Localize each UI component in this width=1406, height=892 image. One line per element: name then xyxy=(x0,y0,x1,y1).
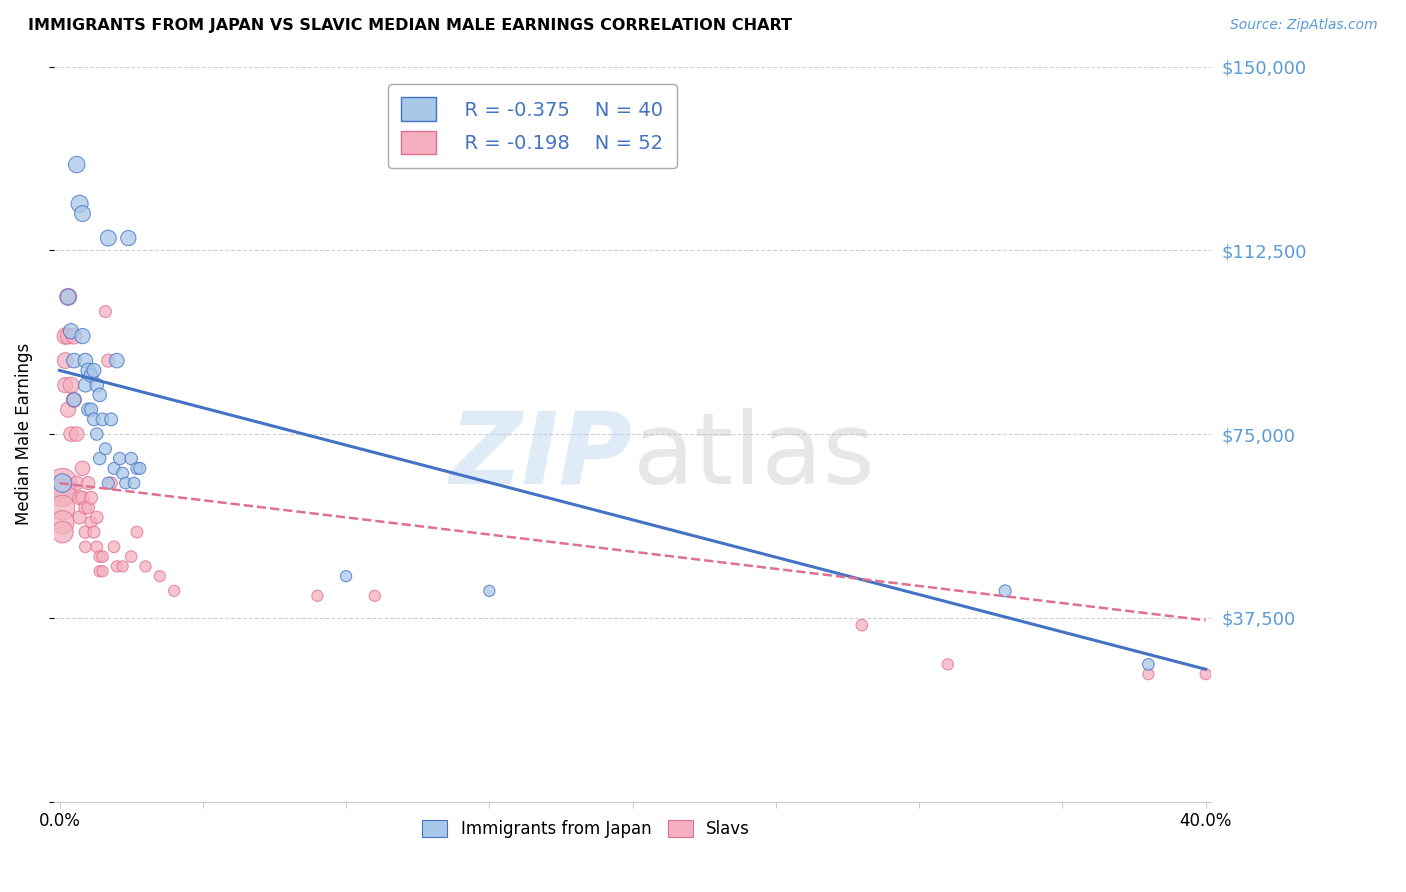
Point xyxy=(66,158,89,172)
Point xyxy=(75,540,97,554)
Point xyxy=(478,583,501,598)
Point xyxy=(91,549,114,564)
Point xyxy=(120,549,142,564)
Point xyxy=(108,451,131,466)
Point xyxy=(51,500,73,515)
Point xyxy=(103,461,125,475)
Point xyxy=(51,486,73,500)
Point xyxy=(125,461,148,475)
Point xyxy=(105,353,128,368)
Point xyxy=(63,329,86,343)
Point xyxy=(335,569,357,583)
Point xyxy=(89,564,111,578)
Point xyxy=(89,388,111,402)
Point xyxy=(80,368,103,383)
Point xyxy=(86,427,108,442)
Point xyxy=(75,378,97,392)
Point xyxy=(364,589,387,603)
Point xyxy=(63,392,86,407)
Point xyxy=(94,442,117,456)
Point xyxy=(53,329,76,343)
Point xyxy=(77,402,100,417)
Point xyxy=(69,491,91,505)
Point xyxy=(307,589,329,603)
Point xyxy=(69,510,91,524)
Point xyxy=(80,516,103,530)
Point xyxy=(103,540,125,554)
Point xyxy=(80,402,103,417)
Point xyxy=(1137,657,1160,672)
Point xyxy=(105,559,128,574)
Point xyxy=(51,525,73,540)
Point xyxy=(86,510,108,524)
Point xyxy=(53,378,76,392)
Point xyxy=(56,402,79,417)
Point xyxy=(163,583,186,598)
Point xyxy=(100,412,122,426)
Point xyxy=(56,290,79,304)
Point xyxy=(111,559,134,574)
Point xyxy=(994,583,1017,598)
Point xyxy=(72,491,94,505)
Point xyxy=(75,500,97,515)
Point xyxy=(86,540,108,554)
Point xyxy=(69,196,91,211)
Point xyxy=(100,476,122,491)
Point xyxy=(83,363,105,377)
Point xyxy=(89,549,111,564)
Point xyxy=(83,412,105,426)
Point xyxy=(51,476,73,491)
Point xyxy=(77,500,100,515)
Point xyxy=(51,476,73,491)
Point xyxy=(75,353,97,368)
Point xyxy=(936,657,959,672)
Point xyxy=(117,231,139,245)
Point xyxy=(97,353,120,368)
Point xyxy=(66,427,89,442)
Point xyxy=(120,451,142,466)
Point xyxy=(1137,667,1160,681)
Text: atlas: atlas xyxy=(633,408,875,505)
Text: ZIP: ZIP xyxy=(450,408,633,505)
Point xyxy=(91,412,114,426)
Point xyxy=(97,476,120,491)
Point xyxy=(53,353,76,368)
Point xyxy=(51,516,73,530)
Point xyxy=(63,392,86,407)
Point xyxy=(77,363,100,377)
Point xyxy=(66,476,89,491)
Point xyxy=(56,329,79,343)
Point xyxy=(128,461,150,475)
Point xyxy=(72,206,94,220)
Point xyxy=(1195,667,1218,681)
Point xyxy=(80,491,103,505)
Point xyxy=(125,525,148,540)
Point xyxy=(135,559,157,574)
Point xyxy=(77,476,100,491)
Point xyxy=(63,353,86,368)
Point xyxy=(60,324,83,338)
Point xyxy=(60,427,83,442)
Point xyxy=(114,476,136,491)
Point xyxy=(94,304,117,318)
Point xyxy=(97,231,120,245)
Legend: Immigrants from Japan, Slavs: Immigrants from Japan, Slavs xyxy=(416,814,756,845)
Point xyxy=(111,467,134,481)
Y-axis label: Median Male Earnings: Median Male Earnings xyxy=(15,343,32,525)
Point xyxy=(83,525,105,540)
Point xyxy=(75,525,97,540)
Point xyxy=(89,451,111,466)
Point xyxy=(91,564,114,578)
Point xyxy=(122,476,145,491)
Text: IMMIGRANTS FROM JAPAN VS SLAVIC MEDIAN MALE EARNINGS CORRELATION CHART: IMMIGRANTS FROM JAPAN VS SLAVIC MEDIAN M… xyxy=(28,18,792,33)
Point xyxy=(72,329,94,343)
Point xyxy=(86,378,108,392)
Point xyxy=(60,378,83,392)
Point xyxy=(149,569,172,583)
Point xyxy=(851,618,873,632)
Point xyxy=(72,461,94,475)
Point xyxy=(56,290,79,304)
Text: Source: ZipAtlas.com: Source: ZipAtlas.com xyxy=(1230,18,1378,32)
